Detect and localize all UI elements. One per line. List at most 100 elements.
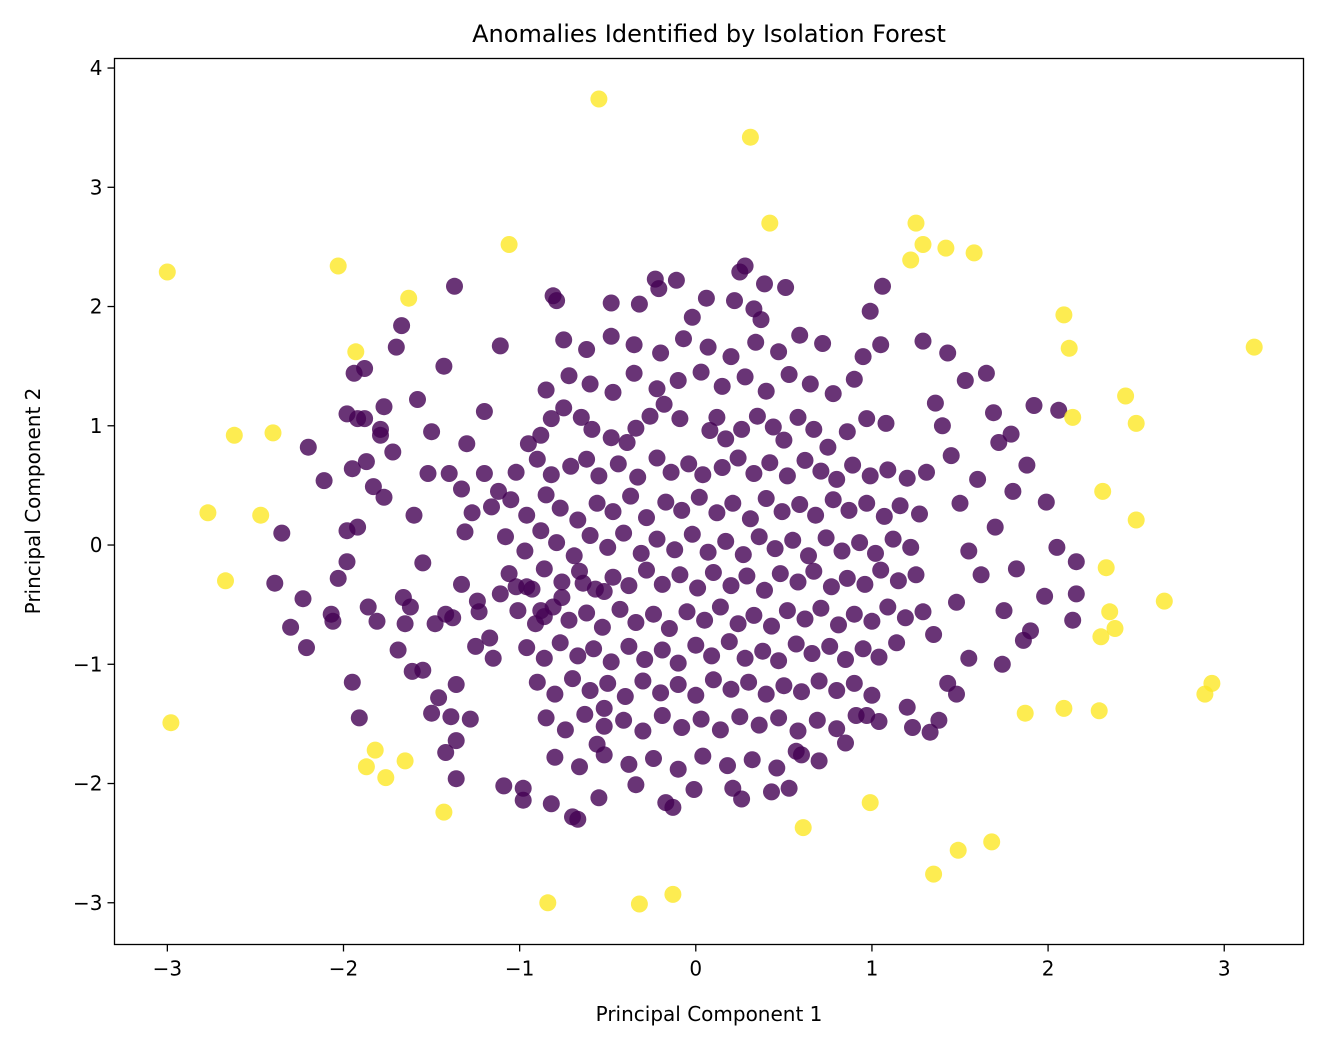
normal-point [872, 336, 890, 354]
normal-point [805, 420, 823, 438]
normal-point [648, 449, 666, 467]
normal-point [694, 747, 712, 765]
normal-point [748, 407, 766, 425]
normal-point [581, 375, 599, 393]
normal-point [726, 292, 743, 310]
y-axis: −3 −2 −1 0 1 2 3 4 [73, 56, 115, 915]
normal-point [518, 578, 536, 596]
normal-point [948, 593, 965, 611]
normal-point [446, 277, 463, 295]
normal-point [1002, 425, 1020, 443]
normal-point [722, 348, 740, 366]
normal-point [475, 465, 493, 482]
normal-point [733, 790, 751, 808]
normal-point [724, 494, 742, 512]
normal-point [595, 717, 613, 735]
anomaly-point [435, 803, 453, 821]
x-tick-label: 0 [689, 957, 702, 981]
normal-point [490, 482, 507, 500]
series-normal [266, 257, 1085, 828]
anomaly-point [217, 572, 234, 590]
normal-point [294, 590, 312, 608]
normal-point [951, 494, 969, 512]
anomaly-point [252, 506, 270, 524]
normal-point [664, 798, 682, 816]
normal-point [673, 719, 691, 736]
normal-point [789, 722, 807, 740]
normal-point [627, 776, 645, 794]
normal-point [1067, 553, 1085, 571]
normal-point [694, 466, 712, 484]
anomaly-point [965, 244, 983, 262]
normal-point [840, 501, 858, 519]
normal-point [401, 598, 419, 616]
normal-point [516, 542, 534, 560]
normal-point [602, 294, 620, 312]
normal-point [977, 364, 995, 382]
normal-point [636, 651, 654, 668]
normal-point [796, 451, 814, 469]
normal-point [611, 600, 629, 618]
normal-point [544, 598, 562, 616]
normal-point [666, 541, 684, 559]
normal-point [604, 383, 622, 401]
chart-title: Anomalies Identified by Isolation Forest [472, 20, 946, 48]
anomaly-point [1092, 628, 1110, 646]
anomaly-point [1060, 339, 1078, 357]
normal-point [338, 553, 356, 571]
normal-point [757, 490, 775, 507]
normal-point [851, 534, 869, 552]
normal-point [1048, 538, 1066, 556]
normal-point [754, 642, 772, 660]
normal-point [854, 348, 872, 366]
anomaly-point [1106, 620, 1124, 637]
y-tick-label: −2 [73, 772, 102, 796]
normal-point [627, 614, 645, 631]
normal-point [1064, 611, 1082, 629]
normal-point [780, 366, 798, 383]
anomaly-point [1127, 511, 1145, 529]
normal-point [875, 507, 893, 525]
normal-point [484, 649, 502, 667]
normal-point [671, 566, 689, 584]
normal-point [343, 460, 361, 478]
normal-point [630, 295, 648, 313]
normal-point [324, 612, 342, 630]
normal-point [315, 472, 333, 490]
normal-point [616, 688, 634, 705]
normal-point [609, 455, 627, 473]
normal-point [796, 610, 814, 628]
normal-point [542, 795, 560, 813]
normal-point [572, 408, 590, 426]
normal-point [669, 654, 687, 672]
normal-point [546, 748, 564, 766]
normal-point [750, 528, 768, 546]
normal-point [752, 311, 770, 329]
anomaly-point [1203, 674, 1221, 692]
normal-point [586, 580, 604, 598]
normal-point [764, 418, 782, 436]
normal-point [551, 634, 569, 652]
anomaly-point [1055, 699, 1073, 717]
normal-point [442, 708, 460, 726]
normal-point [491, 337, 509, 355]
normal-point [528, 673, 546, 691]
normal-point [717, 532, 735, 550]
y-tick-label: 3 [90, 175, 103, 199]
normal-point [845, 674, 863, 692]
normal-point [641, 407, 659, 425]
normal-point [729, 615, 747, 633]
normal-point [532, 522, 550, 540]
normal-point [632, 544, 650, 562]
normal-point [822, 578, 840, 596]
normal-point [602, 327, 620, 345]
normal-point [266, 574, 284, 592]
normal-point [440, 465, 458, 482]
normal-point [692, 363, 710, 381]
normal-point [731, 708, 749, 726]
normal-point [896, 609, 914, 627]
normal-point [763, 783, 780, 801]
anomaly-point [907, 214, 925, 232]
normal-point [926, 394, 944, 412]
normal-point [687, 636, 705, 654]
